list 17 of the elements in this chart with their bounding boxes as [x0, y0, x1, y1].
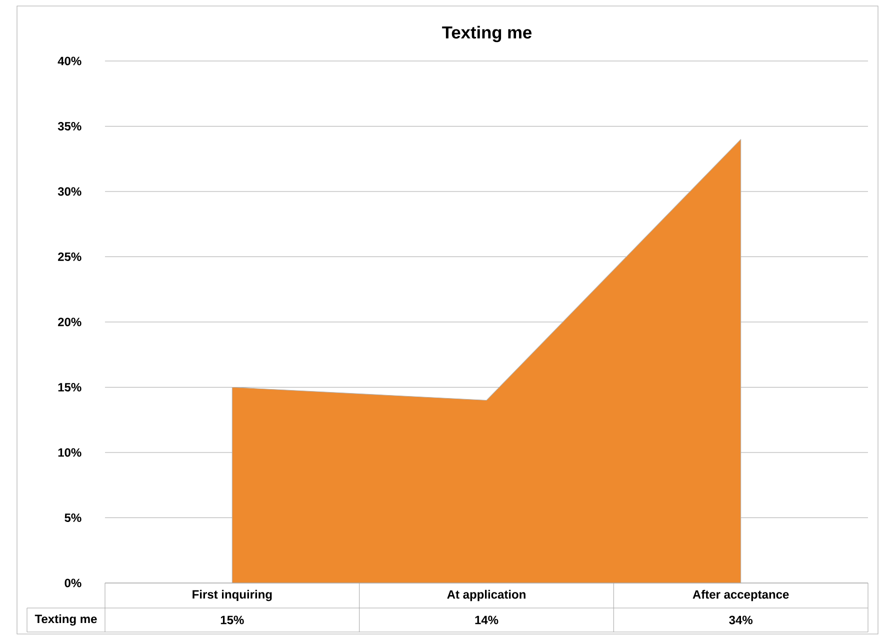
y-tick-label: 25% [58, 252, 82, 261]
x-tick-label: After acceptance [692, 590, 789, 602]
data-label: 15% [220, 616, 244, 624]
y-tick-label: 10% [58, 448, 82, 457]
y-tick-label: 20% [58, 318, 82, 326]
x-tick-label: First inquiring [192, 590, 272, 602]
y-tick-label: 30% [58, 187, 82, 196]
data-label: 34% [729, 616, 753, 624]
y-tick-label: 15% [58, 383, 82, 392]
y-tick-label: 5% [64, 514, 82, 522]
data-label: 14% [475, 616, 498, 624]
y-tick-label: 0% [64, 578, 82, 588]
x-tick-label: At application [447, 590, 526, 602]
legend-label: Texting me [34, 614, 97, 626]
y-tick-label: 40% [58, 56, 82, 66]
y-tick-label: 35% [58, 122, 82, 130]
chart-title: Texting me [442, 26, 532, 42]
